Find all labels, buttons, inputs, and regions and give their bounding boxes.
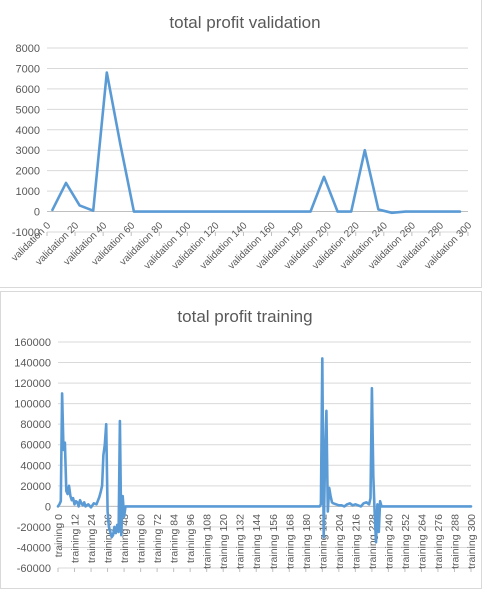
- chart-validation-svg: total profit validation -1000 0 1000 2000 30…: [10, 13, 475, 272]
- x-tick-label: training 72: [152, 514, 164, 563]
- y-tick-label: 6000: [16, 84, 40, 96]
- x-tick-label: training 144: [251, 514, 263, 569]
- x-tick-label: training 180: [301, 514, 313, 569]
- x-tick-label: training 168: [284, 514, 296, 569]
- chart-training-svg: total profit training -60000 -40000 -20000…: [14, 307, 478, 575]
- x-tick-label: training 288: [449, 514, 461, 569]
- y-tick-label: 0: [45, 501, 51, 513]
- x-tick-label: training 36: [103, 514, 115, 563]
- y-tick-label: 160000: [14, 337, 51, 349]
- y-tick-label: 60000: [20, 440, 51, 452]
- y-tick-label: 120000: [14, 378, 51, 390]
- chart-title: total profit validation: [169, 13, 320, 32]
- y-tick-label: 20000: [20, 481, 51, 493]
- x-tick-label: training 12: [70, 514, 82, 563]
- x-tick-label: training 204: [334, 514, 346, 569]
- x-tick-label: training 0: [53, 514, 65, 557]
- y-tick-label: 8000: [16, 43, 40, 55]
- chart-validation: total profit validation -1000 0 1000 2000 30…: [0, 0, 482, 288]
- x-tick-label: training 192: [317, 514, 329, 569]
- y-tick-label: -1000: [12, 227, 40, 239]
- x-tick-label: training 216: [350, 514, 362, 569]
- y-tick-label: -60000: [17, 563, 51, 575]
- x-tick-label: training 84: [169, 514, 181, 563]
- chart-training: total profit training -60000 -40000 -20000…: [0, 291, 482, 589]
- x-tick-label: training 264: [416, 514, 428, 569]
- y-tick-label: 4000: [16, 125, 40, 137]
- y-tick-label: 40000: [20, 460, 51, 472]
- x-tick-label: training 156: [268, 514, 280, 569]
- x-tick-label: training 108: [202, 514, 214, 569]
- y-tick-label: 100000: [14, 399, 51, 411]
- y-tick-label: 3000: [16, 145, 40, 157]
- series-line: [51, 71, 462, 215]
- y-tick-label: 1000: [16, 186, 40, 198]
- x-tick-label: training 60: [136, 514, 148, 563]
- chart-title: total profit training: [177, 307, 312, 326]
- x-tick-label: training 96: [185, 514, 197, 563]
- x-tick-label: training 240: [383, 514, 395, 569]
- y-tick-label: 7000: [16, 63, 40, 75]
- y-tick-label: 80000: [20, 419, 51, 431]
- y-tick-label: -20000: [17, 522, 51, 534]
- y-tick-label: 140000: [14, 358, 51, 370]
- x-tick-label: training 300: [466, 514, 478, 569]
- y-tick-label: -40000: [17, 542, 51, 554]
- y-tick-label: 5000: [16, 104, 40, 116]
- series-line: [56, 357, 473, 544]
- x-tick-label: training 24: [86, 514, 98, 563]
- x-tick-label: training 276: [433, 514, 445, 569]
- y-tick-label: 0: [34, 207, 40, 219]
- y-tick-label: 2000: [16, 166, 40, 178]
- x-tick-label: training 252: [400, 514, 412, 569]
- x-tick-label: training 132: [235, 514, 247, 569]
- x-tick-label: training 120: [218, 514, 230, 569]
